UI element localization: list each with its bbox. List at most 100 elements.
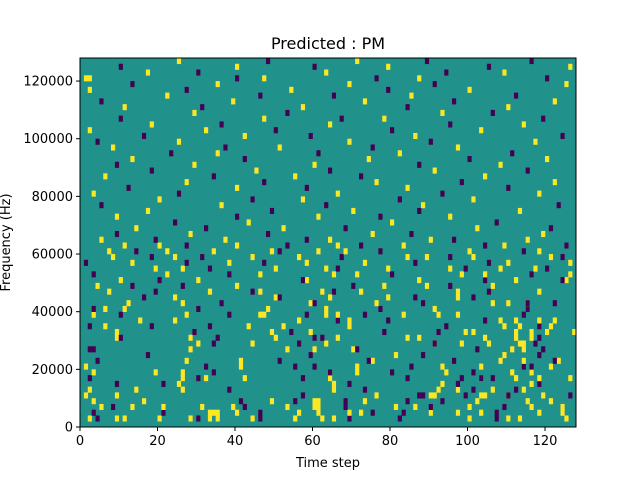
- heatmap-cell-high: [145, 207, 151, 214]
- heatmap-cell-low: [444, 323, 449, 330]
- heatmap-cell-high: [428, 236, 433, 243]
- heatmap-cell-low: [343, 225, 348, 232]
- heatmap-cell-low: [483, 277, 488, 284]
- heatmap-cell-high: [328, 121, 333, 128]
- heatmap-cell-high: [498, 265, 503, 272]
- heatmap-cell-low: [308, 352, 313, 359]
- heatmap-cell-low: [514, 92, 519, 99]
- heatmap-cell-high: [180, 386, 185, 393]
- heatmap-cell-high: [517, 415, 523, 422]
- heatmap-cell-high: [417, 334, 422, 341]
- heatmap-cell-high: [324, 265, 329, 272]
- heatmap-cell-high: [424, 254, 430, 261]
- x-tick-label: 80: [382, 434, 399, 449]
- heatmap-cell-high: [374, 300, 379, 307]
- heatmap-cell-low: [161, 380, 166, 387]
- heatmap-cell-high: [448, 265, 453, 272]
- heatmap-cell-high: [293, 173, 298, 180]
- heatmap-cell-high: [374, 179, 379, 186]
- heatmap-cell-high: [231, 98, 236, 105]
- heatmap-cell-high: [537, 288, 542, 295]
- heatmap-cell-low: [386, 317, 391, 324]
- heatmap-cell-high: [316, 248, 321, 255]
- heatmap-cell-high: [514, 277, 519, 284]
- heatmap-cell-high: [362, 398, 368, 405]
- heatmap-cell-low: [409, 363, 414, 370]
- heatmap-cell-low: [83, 259, 89, 266]
- heatmap-cell-high: [246, 219, 251, 226]
- heatmap-cell-high: [537, 375, 542, 382]
- heatmap-cell-high: [176, 58, 182, 65]
- heatmap-cell-low: [390, 271, 395, 278]
- heatmap-cell-high: [455, 288, 461, 295]
- heatmap-cell-high: [235, 184, 240, 191]
- heatmap-cell-high: [335, 334, 340, 341]
- heatmap-cell-high: [142, 398, 147, 405]
- heatmap-cell-high: [297, 409, 302, 416]
- heatmap-cell-high: [552, 179, 557, 186]
- heatmap-cell-low: [502, 403, 507, 411]
- heatmap-cell-high: [359, 288, 364, 295]
- heatmap-cell-high: [405, 254, 410, 261]
- heatmap-cell-high: [498, 357, 503, 364]
- heatmap-cell-low: [421, 352, 426, 359]
- heatmap-cell-low: [258, 92, 263, 99]
- heatmap-cell-high: [521, 357, 526, 364]
- heatmap-cell-high: [231, 403, 236, 411]
- heatmap-cell-high: [514, 328, 519, 336]
- heatmap-cell-high: [258, 271, 263, 278]
- heatmap-cell-high: [320, 288, 325, 295]
- heatmap-cell-high: [269, 398, 275, 405]
- heatmap-cell-high: [250, 415, 255, 422]
- heatmap-cell-low: [266, 230, 271, 238]
- heatmap-cell-low: [262, 179, 267, 186]
- heatmap-cell-high: [471, 328, 476, 336]
- heatmap-cell-low: [153, 236, 158, 243]
- heatmap-cell-high: [517, 340, 523, 347]
- heatmap-cell-high: [281, 323, 286, 330]
- heatmap-cell-high: [262, 115, 267, 122]
- heatmap-cell-low: [207, 323, 213, 330]
- heatmap-cell-high: [130, 156, 135, 163]
- heatmap-cell-high: [297, 317, 302, 324]
- heatmap-cell-high: [130, 403, 135, 411]
- heatmap-cell-low: [560, 132, 565, 140]
- heatmap-cell-high: [324, 305, 329, 312]
- heatmap-cell-high: [165, 92, 170, 99]
- heatmap-cell-low: [289, 328, 294, 336]
- heatmap-cell-low: [207, 265, 213, 272]
- heatmap-cell-high: [188, 230, 193, 238]
- heatmap-cell-low: [525, 300, 530, 307]
- heatmap-cell-high: [486, 340, 492, 347]
- y-tick-label: 60000: [32, 248, 73, 263]
- heatmap-cell-low: [486, 63, 492, 70]
- heatmap-cell-low: [467, 156, 472, 163]
- heatmap-cell-low: [370, 409, 375, 416]
- heatmap-cell-high: [114, 328, 120, 336]
- heatmap-cell-high: [432, 392, 437, 399]
- heatmap-cell-low: [145, 352, 151, 359]
- heatmap-cell-high: [289, 86, 294, 93]
- heatmap-cell-low: [258, 409, 263, 416]
- heatmap-cell-high: [328, 375, 333, 382]
- heatmap-cell-high: [204, 375, 209, 382]
- heatmap-cell-high: [502, 242, 507, 249]
- heatmap-cells: [83, 58, 577, 422]
- heatmap-cell-high: [91, 369, 96, 376]
- heatmap-cell-low: [324, 202, 329, 209]
- heatmap-cell-high: [537, 190, 542, 197]
- heatmap-cell-high: [405, 184, 410, 191]
- heatmap-cell-low: [242, 156, 247, 163]
- heatmap-cell-high: [355, 271, 360, 278]
- heatmap-cell-high: [537, 317, 542, 324]
- heatmap-cell-high: [273, 294, 278, 301]
- heatmap-cell-high: [560, 409, 565, 416]
- heatmap-cell-low: [459, 179, 464, 186]
- heatmap-cell-high: [304, 277, 309, 284]
- heatmap-cell-high: [517, 207, 523, 214]
- heatmap-cell-high: [393, 403, 399, 411]
- heatmap-cell-high: [312, 398, 317, 405]
- heatmap-cell-high: [552, 317, 557, 324]
- heatmap-cell-low: [537, 323, 542, 330]
- heatmap-cell-high: [409, 92, 414, 99]
